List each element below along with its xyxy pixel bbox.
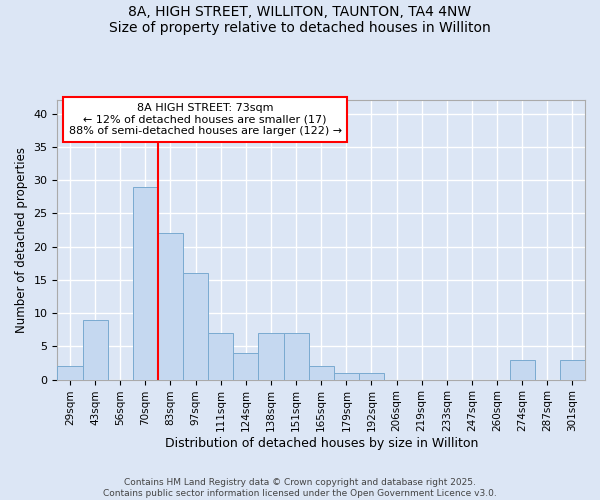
Bar: [83, 320, 107, 380]
Text: 8A, HIGH STREET, WILLITON, TAUNTON, TA4 4NW
Size of property relative to detache: 8A, HIGH STREET, WILLITON, TAUNTON, TA4 …: [109, 5, 491, 35]
Bar: [259, 333, 284, 380]
Bar: [284, 333, 308, 380]
Y-axis label: Number of detached properties: Number of detached properties: [15, 147, 28, 333]
Bar: [509, 360, 535, 380]
Bar: [359, 373, 384, 380]
Bar: [208, 333, 233, 380]
Bar: [334, 373, 359, 380]
Bar: [560, 360, 585, 380]
X-axis label: Distribution of detached houses by size in Williton: Distribution of detached houses by size …: [164, 437, 478, 450]
Bar: [133, 186, 158, 380]
Bar: [58, 366, 83, 380]
Bar: [233, 353, 259, 380]
Text: 8A HIGH STREET: 73sqm
← 12% of detached houses are smaller (17)
88% of semi-deta: 8A HIGH STREET: 73sqm ← 12% of detached …: [68, 103, 341, 136]
Text: Contains HM Land Registry data © Crown copyright and database right 2025.
Contai: Contains HM Land Registry data © Crown c…: [103, 478, 497, 498]
Bar: [183, 273, 208, 380]
Bar: [158, 233, 183, 380]
Bar: [308, 366, 334, 380]
